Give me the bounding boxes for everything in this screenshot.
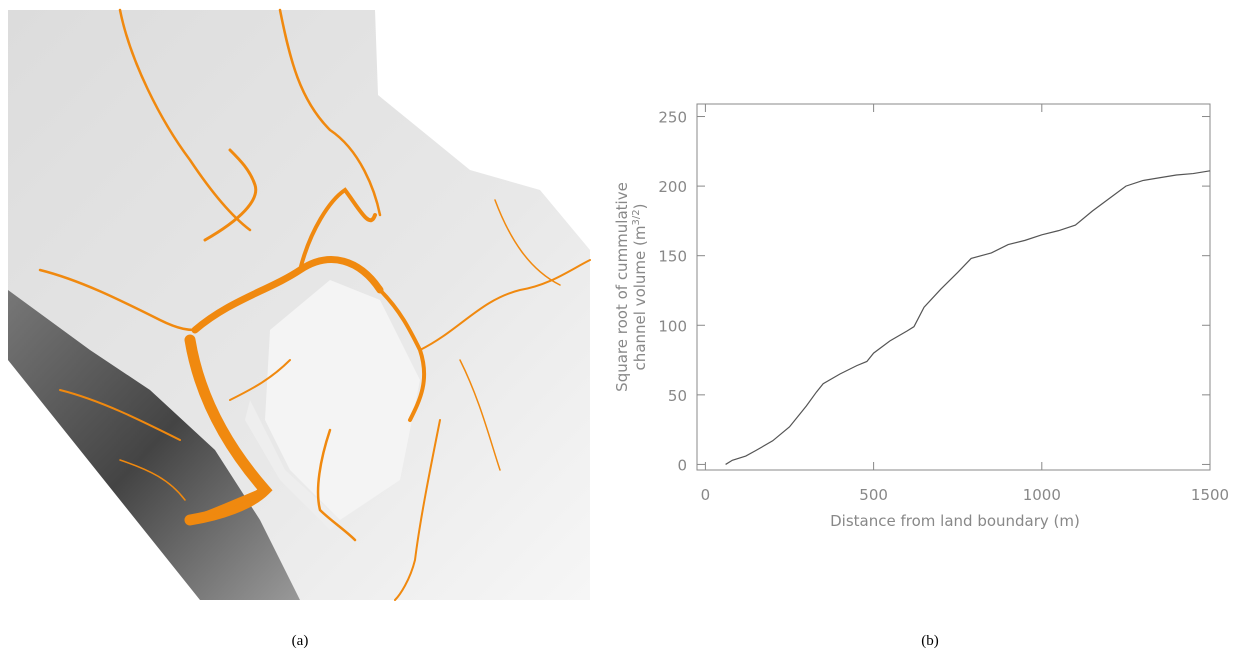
- figure: (a) (b) Distance from land boundary (m) …: [0, 0, 1247, 658]
- y-axis-label: Square root of cummulative: [613, 182, 631, 392]
- map: [8, 10, 590, 600]
- x-tick-label: 0: [701, 486, 711, 504]
- plot-frame: [697, 104, 1210, 470]
- caption: (b): [921, 633, 939, 649]
- data-line: [726, 171, 1210, 465]
- y-tick-label: 250: [658, 109, 687, 127]
- y-tick-label: 0: [677, 456, 687, 474]
- x-tick-label: 1500: [1191, 486, 1229, 504]
- y-tick-label: 150: [658, 248, 687, 266]
- caption: (a): [292, 633, 309, 649]
- y-tick-label: 50: [668, 387, 687, 405]
- y-tick-label: 100: [658, 317, 687, 335]
- page: (a) (b) Distance from land boundary (m) …: [0, 0, 1247, 658]
- y-axis-label: channel volume (m3/2): [631, 204, 649, 371]
- x-axis-label: Distance from land boundary (m): [830, 512, 1080, 530]
- x-tick-label: 500: [859, 486, 888, 504]
- x-tick-label: 1000: [1023, 486, 1061, 504]
- y-tick-label: 200: [658, 178, 687, 196]
- line-chart: Distance from land boundary (m) Square r…: [613, 104, 1229, 530]
